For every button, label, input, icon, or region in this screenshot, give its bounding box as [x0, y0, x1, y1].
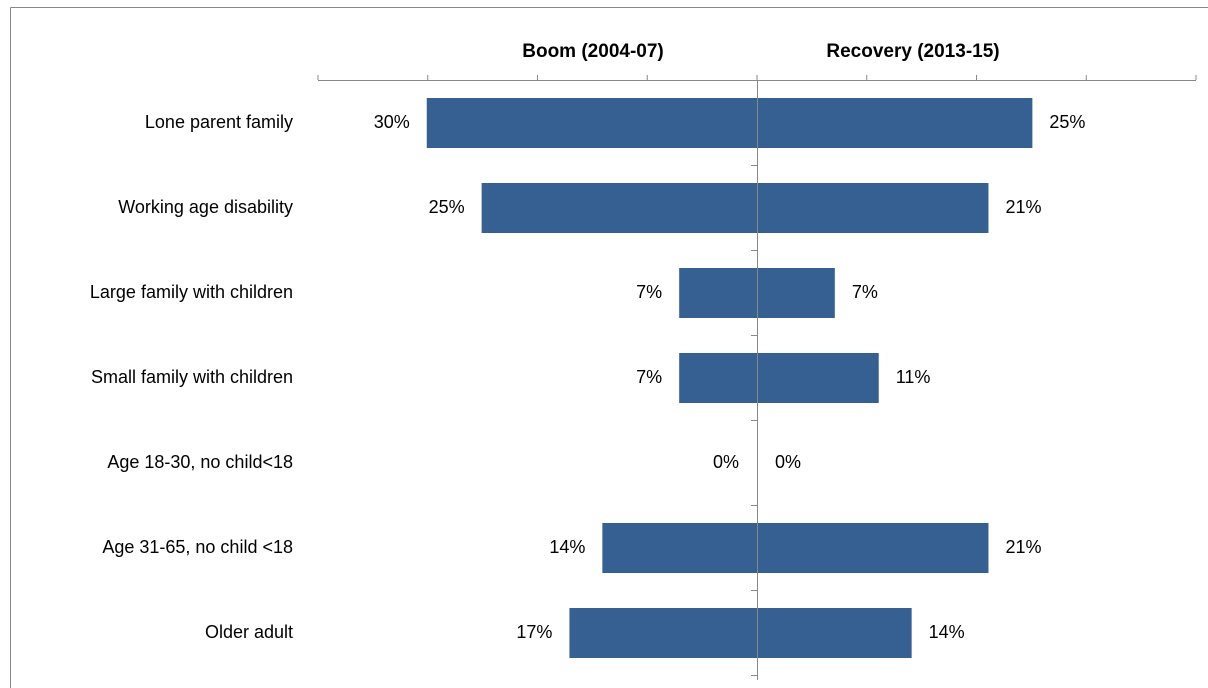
bar — [756, 353, 879, 403]
bar — [602, 523, 758, 573]
bar — [481, 183, 758, 233]
value-label: 0% — [713, 452, 739, 472]
bar — [569, 608, 758, 658]
bar — [426, 98, 758, 148]
value-label: 7% — [636, 282, 662, 302]
bar — [679, 353, 758, 403]
bar — [679, 268, 758, 318]
series-header: Recovery (2013-15) — [826, 41, 999, 62]
value-label: 25% — [429, 197, 465, 217]
bar — [756, 608, 912, 658]
value-label: 14% — [549, 537, 585, 557]
value-label: 11% — [896, 367, 931, 387]
category-label: Working age disability — [118, 197, 293, 217]
value-label: 21% — [1005, 537, 1041, 557]
series-header: Boom (2004-07) — [522, 41, 664, 62]
value-label: 30% — [374, 112, 410, 132]
value-label: 14% — [929, 622, 965, 642]
category-label: Age 31-65, no child <18 — [102, 537, 293, 557]
value-label: 21% — [1005, 197, 1041, 217]
category-label: Age 18-30, no child<18 — [107, 452, 293, 472]
value-label: 17% — [516, 622, 552, 642]
category-label: Small family with children — [91, 367, 293, 387]
category-label: Large family with children — [90, 282, 293, 302]
bar — [756, 98, 1033, 148]
category-label: Older adult — [205, 622, 293, 642]
bar — [756, 183, 989, 233]
category-label: Lone parent family — [145, 112, 293, 132]
value-label: 7% — [636, 367, 662, 387]
bar — [756, 268, 835, 318]
value-label: 25% — [1049, 112, 1085, 132]
value-label: 7% — [852, 282, 878, 302]
bar — [756, 523, 989, 573]
value-label: 0% — [775, 452, 801, 472]
